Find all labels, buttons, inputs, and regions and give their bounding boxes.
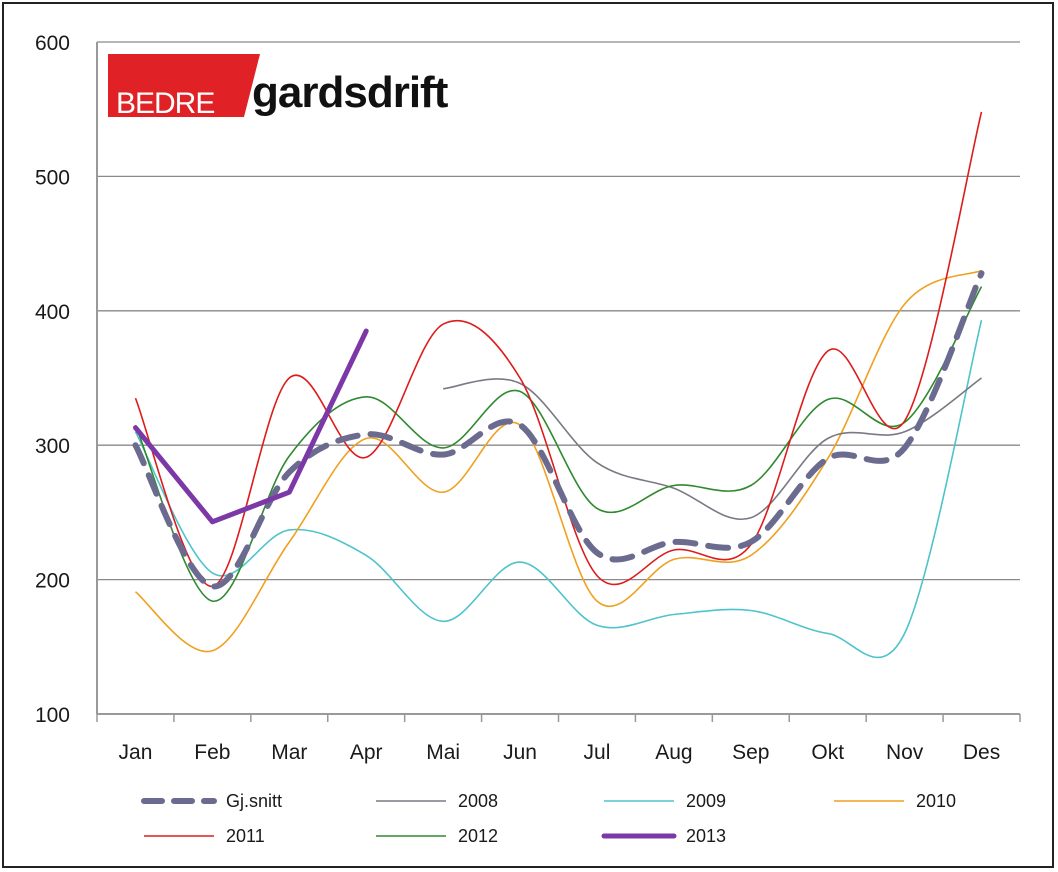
x-tick-label: Jul — [584, 741, 611, 764]
series-lines — [132, 111, 985, 659]
legend-label: 2011 — [226, 826, 265, 846]
x-tick-label: Aug — [655, 741, 692, 764]
series-line-2013 — [133, 328, 369, 525]
x-tick-labels: Jan Feb Mar Apr Mai Jun Jul Aug Sep Okt Nov Des — [119, 741, 1001, 764]
logo: BEDRE gardsdrift — [108, 54, 450, 120]
y-tick-label: 100 — [35, 704, 70, 727]
x-tick-label: Nov — [886, 741, 924, 764]
logo-red-text: BEDRE — [116, 87, 214, 120]
legend-label: 2013 — [686, 826, 726, 846]
x-tick-label: Jan — [119, 741, 153, 764]
legend-label: 2008 — [458, 791, 498, 811]
x-tick-label: Jun — [503, 741, 537, 764]
legend-label: 2010 — [916, 791, 956, 811]
x-tick-label: Mai — [426, 741, 460, 764]
series-line-2009 — [134, 320, 983, 659]
x-tick-label: Des — [963, 741, 1000, 764]
series-line-2008 — [443, 377, 982, 521]
y-tick-labels: 100 200 300 400 500 600 — [35, 32, 70, 727]
y-tick-label: 600 — [35, 32, 70, 55]
y-tick-label: 500 — [35, 166, 70, 189]
series-line-gj-snitt — [132, 270, 985, 590]
legend-label: 2009 — [686, 791, 726, 811]
y-tick-label: 300 — [35, 435, 70, 458]
y-tick-label: 200 — [35, 570, 70, 593]
y-tick-label: 400 — [35, 301, 70, 324]
legend-label: 2012 — [458, 826, 498, 846]
x-tick-label: Mar — [271, 741, 307, 764]
logo-black-text: gardsdrift — [252, 68, 449, 117]
legend-label: Gj.snitt — [226, 791, 282, 811]
x-tick-label: Apr — [350, 741, 383, 764]
line-chart: 100 200 300 400 500 600 Jan Feb Mar Apr Mai Jun Jul… — [35, 32, 1021, 846]
gridlines — [97, 41, 1020, 581]
logo-red-block — [108, 54, 260, 117]
series-line-2010 — [134, 269, 982, 653]
axes — [96, 42, 1021, 722]
x-tick-label: Feb — [194, 741, 230, 764]
x-tick-label: Okt — [811, 741, 844, 764]
x-tick-label: Sep — [732, 741, 769, 764]
legend: Gj.snitt 2008 2009 2010 2011 2012 2013 — [141, 791, 956, 846]
